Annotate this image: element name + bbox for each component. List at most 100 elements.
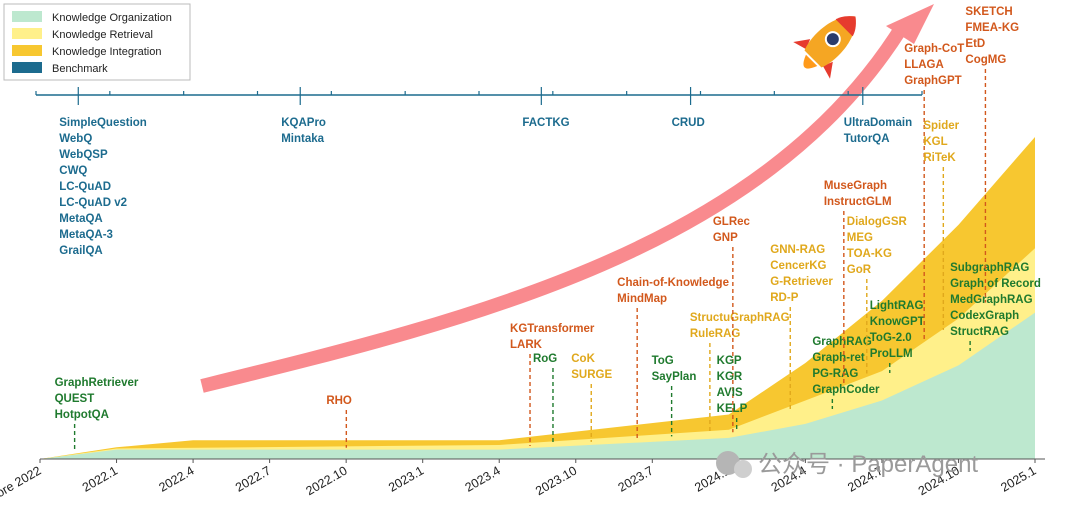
method-name: SURGE bbox=[571, 369, 612, 381]
method-label-retrieval: DialogGSR MEG TOA-KG GoR bbox=[847, 216, 908, 276]
method-name: RD-P bbox=[770, 292, 798, 304]
method-name: DialogGSR bbox=[847, 216, 908, 228]
method-label-retrieval: Spider KGL RiTeK bbox=[923, 120, 959, 164]
method-label-integration: MuseGraph InstructGLM bbox=[824, 180, 892, 208]
x-tick-label: 2023.4 bbox=[463, 463, 503, 494]
legend: Knowledge Organization Knowledge Retrieva… bbox=[3, 3, 191, 81]
method-name: QUEST bbox=[55, 393, 95, 405]
method-label-integration: Chain-of-Knowledge MindMap bbox=[617, 277, 729, 305]
benchmark-label: FACTKG bbox=[522, 117, 569, 129]
area-knowledge-organization bbox=[40, 312, 1035, 459]
x-tick-label: 2023.1 bbox=[386, 463, 426, 494]
method-name: TOA-KG bbox=[847, 248, 892, 260]
benchmark-name: CWQ bbox=[59, 165, 87, 177]
method-name: SubgraphRAG bbox=[950, 262, 1029, 274]
x-tick-label: 2022.4 bbox=[156, 463, 196, 494]
method-name: RuleRAG bbox=[690, 328, 741, 340]
method-label-retrieval: GNN-RAG CencerKG G-Retriever RD-P bbox=[770, 244, 833, 304]
method-name: CogMG bbox=[965, 54, 1006, 66]
x-tick-label: Before 2022 bbox=[0, 463, 44, 507]
method-name: Graph-ret bbox=[812, 352, 865, 364]
method-label-organization: ToG SayPlan bbox=[652, 355, 697, 383]
method-name: LLAGA bbox=[904, 59, 944, 71]
x-tick-label: 2022.1 bbox=[80, 463, 120, 494]
method-name: MindMap bbox=[617, 293, 667, 305]
watermark-text: 公众号 · PaperAgent bbox=[758, 451, 978, 478]
method-label-retrieval: CoK SURGE bbox=[571, 353, 612, 381]
method-name: ProLLM bbox=[870, 348, 913, 360]
benchmark-name: FACTKG bbox=[522, 117, 569, 129]
x-tick-label: 2022.10 bbox=[304, 463, 350, 498]
method-name: RoG bbox=[533, 353, 557, 365]
method-name: CodexGraph bbox=[950, 310, 1019, 322]
method-name: GNN-RAG bbox=[770, 244, 825, 256]
rocket-body-group bbox=[793, 16, 856, 79]
growth-arrow-shaft bbox=[200, 26, 906, 393]
legend-label: Knowledge Organization bbox=[52, 12, 172, 24]
method-name: RHO bbox=[326, 395, 352, 407]
method-name: GraphRetriever bbox=[55, 377, 139, 389]
method-name: SayPlan bbox=[652, 371, 697, 383]
method-name: KnowGPT bbox=[870, 316, 925, 328]
method-name: KGL bbox=[923, 136, 947, 148]
benchmark-name: LC-QuAD bbox=[59, 181, 111, 193]
method-label-integration: Graph-CoT LLAGA GraphGPT bbox=[904, 43, 964, 87]
method-name: LARK bbox=[510, 339, 543, 351]
x-tick-label: 2023.7 bbox=[616, 463, 656, 494]
benchmark-name: Mintaka bbox=[281, 133, 324, 145]
area-layer bbox=[40, 137, 1035, 459]
benchmark-timeline: SimpleQuestion WebQ WebQSP CWQ LC-QuAD LC-QuA… bbox=[35, 87, 923, 257]
method-label-integration: SKETCH FMEA-KG EtD CogMG bbox=[965, 6, 1019, 66]
method-name: GLRec bbox=[713, 216, 751, 228]
method-name: GoR bbox=[847, 264, 872, 276]
method-name: ToG-2.0 bbox=[870, 332, 912, 344]
method-name: SKETCH bbox=[965, 6, 1012, 18]
method-label-organization: LightRAG KnowGPT ToG-2.0 ProLLM bbox=[870, 300, 925, 360]
wechat-icon-secondary bbox=[734, 460, 752, 478]
x-tick-label: 2025.1 bbox=[998, 463, 1038, 494]
method-label-retrieval: StructuGraphRAG RuleRAG bbox=[690, 312, 790, 340]
method-name: G-Retriever bbox=[770, 276, 833, 288]
rocket-fin-left bbox=[793, 39, 811, 50]
legend-label: Knowledge Integration bbox=[52, 46, 161, 58]
method-name: Spider bbox=[923, 120, 959, 132]
method-name: ToG bbox=[652, 355, 674, 367]
benchmark-name: LC-QuAD v2 bbox=[59, 197, 127, 209]
benchmark-name: UltraDomain bbox=[844, 117, 912, 129]
method-name: AVIS bbox=[717, 387, 743, 399]
benchmark-name: GrailQA bbox=[59, 245, 102, 257]
benchmark-label: CRUD bbox=[672, 117, 705, 129]
method-label-organization: GraphRetriever QUEST HotpotQA bbox=[55, 377, 139, 421]
legend-swatch bbox=[12, 45, 42, 56]
method-name: KGR bbox=[717, 371, 743, 383]
benchmark-name: SimpleQuestion bbox=[59, 117, 147, 129]
method-name: LightRAG bbox=[870, 300, 924, 312]
method-label-organization: KGP KGR AVIS KELP bbox=[717, 355, 748, 415]
benchmark-name: CRUD bbox=[672, 117, 705, 129]
method-label-organization: SubgraphRAG Graph of Record MedGraphRAG Cod… bbox=[950, 262, 1041, 338]
method-name: GNP bbox=[713, 232, 738, 244]
method-name: StructRAG bbox=[950, 326, 1009, 338]
rocket-fin-right bbox=[822, 61, 833, 79]
method-name: KELP bbox=[717, 403, 748, 415]
area-knowledge-integration bbox=[40, 137, 1035, 459]
rocket-nose bbox=[835, 16, 856, 37]
method-label-organization: GraphRAG Graph-ret PG-RAG GraphCoder bbox=[812, 336, 880, 396]
rocket-icon bbox=[793, 16, 856, 79]
method-name: GraphCoder bbox=[812, 384, 880, 396]
method-name: KGP bbox=[717, 355, 742, 367]
method-label-integration: RHO bbox=[326, 395, 352, 407]
benchmark-name: WebQ bbox=[59, 133, 92, 145]
benchmark-name: WebQSP bbox=[59, 149, 108, 161]
legend-swatch bbox=[12, 11, 42, 22]
method-name: PG-RAG bbox=[812, 368, 858, 380]
method-name: Graph-CoT bbox=[904, 43, 964, 55]
benchmark-name: MetaQA-3 bbox=[59, 229, 113, 241]
benchmark-name: KQAPro bbox=[281, 117, 326, 129]
x-tick-label: 2022.7 bbox=[233, 463, 273, 494]
method-name: MuseGraph bbox=[824, 180, 887, 192]
method-name: RiTeK bbox=[923, 152, 956, 164]
method-name: HotpotQA bbox=[55, 409, 109, 421]
